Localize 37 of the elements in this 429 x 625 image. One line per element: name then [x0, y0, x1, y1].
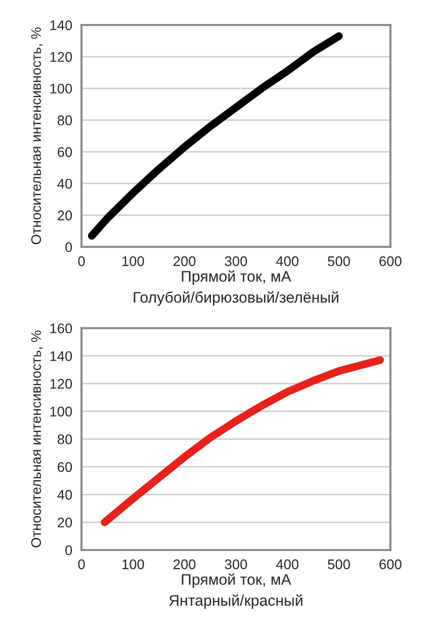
y-tick-label: 120 — [50, 52, 72, 62]
x-tick-label: 400 — [276, 559, 298, 570]
y-axis-title: Относительная интенсивность, % — [31, 27, 43, 244]
y-axis-title: Относительная интенсивность, % — [31, 330, 43, 548]
x-tick-label: 500 — [328, 559, 350, 570]
x-tick-label: 400 — [276, 256, 298, 266]
y-tick-label: 0 — [65, 242, 72, 252]
x-tick-label: 0 — [78, 559, 85, 570]
y-tick-label: 0 — [65, 545, 72, 556]
y-tick-label: 60 — [58, 462, 72, 472]
x-tick-label: 100 — [122, 559, 144, 570]
y-tick-label: 100 — [50, 406, 72, 416]
y-tick-label: 40 — [57, 178, 72, 189]
text: Голубой/бирюзовый/зелёный — [134, 291, 338, 306]
y-tick-label: 80 — [58, 115, 72, 126]
y-tick-label: 40 — [57, 490, 72, 500]
y-tick-label: 140 — [50, 20, 72, 30]
x-tick-label: 600 — [380, 256, 402, 266]
x-tick-label: 100 — [122, 256, 144, 266]
y-tick-label: 100 — [50, 84, 72, 94]
text: Янтарный/красный — [169, 594, 302, 609]
y-tick-label: 20 — [58, 210, 72, 220]
y-tick-label: 60 — [58, 147, 72, 157]
y-tick-label: 140 — [50, 351, 72, 362]
x-axis-title: Прямой ток, мА — [182, 270, 292, 285]
x-tick-label: 500 — [328, 256, 350, 266]
y-tick-label: 160 — [50, 323, 72, 334]
x-tick-label: 200 — [174, 256, 196, 266]
y-tick-label: 80 — [58, 434, 72, 444]
x-tick-label: 300 — [224, 559, 247, 570]
x-axis-title: Прямой ток, мА — [182, 573, 292, 588]
x-tick-label: 300 — [224, 256, 247, 266]
x-tick-label: 0 — [78, 256, 85, 266]
x-tick-label: 200 — [174, 559, 196, 570]
y-tick-label: 20 — [58, 518, 72, 528]
x-tick-label: 600 — [380, 559, 402, 570]
y-tick-label: 120 — [50, 378, 72, 389]
